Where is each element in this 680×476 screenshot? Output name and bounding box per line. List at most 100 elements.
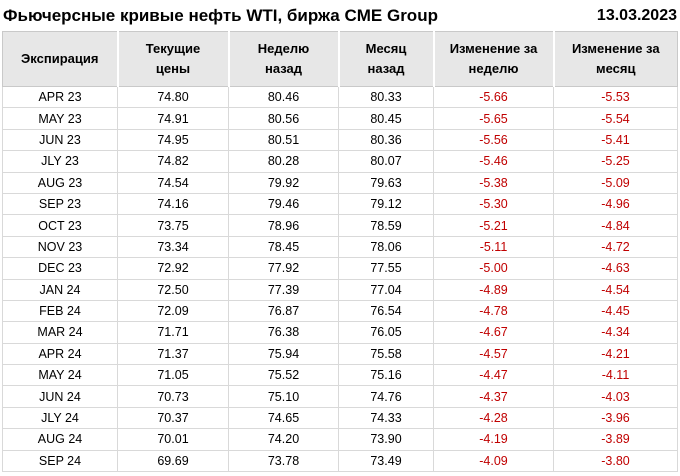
column-header: Месяц назад xyxy=(337,31,434,87)
table-row: APR 23 74.80 80.46 80.33 -5.66 -5.53 xyxy=(2,85,678,109)
value-cell: -4.45 xyxy=(553,299,678,323)
expiration-cell: SEP 24 xyxy=(2,449,118,473)
expiration-cell: OCT 23 xyxy=(2,214,118,237)
value-cell: -3.89 xyxy=(553,428,678,451)
value-cell: 78.59 xyxy=(338,214,434,237)
value-cell: -4.96 xyxy=(553,192,678,216)
expiration-cell: SEP 23 xyxy=(2,192,118,216)
expiration-cell: AUG 23 xyxy=(2,171,118,194)
value-cell: 72.92 xyxy=(117,257,229,280)
value-cell: 74.91 xyxy=(117,107,229,130)
value-cell: -5.66 xyxy=(433,85,554,109)
value-cell: -4.63 xyxy=(553,257,678,280)
expiration-cell: JUN 23 xyxy=(2,128,118,152)
table-row: JUN 24 70.73 75.10 74.76 -4.37 -4.03 xyxy=(2,385,678,408)
value-cell: -5.09 xyxy=(553,171,678,194)
value-cell: -4.37 xyxy=(433,385,554,408)
value-cell: 77.04 xyxy=(338,278,434,301)
value-cell: -4.57 xyxy=(433,342,554,366)
table-row: JAN 24 72.50 77.39 77.04 -4.89 -4.54 xyxy=(2,278,678,301)
expiration-cell: APR 24 xyxy=(2,342,118,366)
value-cell: 73.78 xyxy=(228,449,339,473)
value-cell: 74.95 xyxy=(117,128,229,152)
value-cell: 74.65 xyxy=(228,406,339,430)
value-cell: -4.67 xyxy=(433,321,554,344)
table-row: SEP 24 69.69 73.78 73.49 -4.09 -3.80 xyxy=(2,449,678,473)
value-cell: 72.09 xyxy=(117,299,229,323)
value-cell: -4.54 xyxy=(553,278,678,301)
value-cell: 80.46 xyxy=(228,85,339,109)
value-cell: 80.51 xyxy=(228,128,339,152)
value-cell: -5.65 xyxy=(433,107,554,130)
expiration-cell: MAY 23 xyxy=(2,107,118,130)
value-cell: -5.54 xyxy=(553,107,678,130)
value-cell: -5.30 xyxy=(433,192,554,216)
value-cell: 69.69 xyxy=(117,449,229,473)
expiration-cell: AUG 24 xyxy=(2,428,118,451)
expiration-cell: APR 23 xyxy=(2,85,118,109)
value-cell: 78.06 xyxy=(338,235,434,259)
table-row: JUN 23 74.95 80.51 80.36 -5.56 -5.41 xyxy=(2,128,678,152)
table-row: NOV 23 73.34 78.45 78.06 -5.11 -4.72 xyxy=(2,235,678,259)
value-cell: -5.56 xyxy=(433,128,554,152)
expiration-cell: DEC 23 xyxy=(2,257,118,280)
expiration-cell: JUN 24 xyxy=(2,385,118,408)
value-cell: 70.01 xyxy=(117,428,229,451)
value-cell: 75.94 xyxy=(228,342,339,366)
column-header: Экспирация xyxy=(2,31,118,87)
value-cell: 76.38 xyxy=(228,321,339,344)
value-cell: 76.54 xyxy=(338,299,434,323)
table-row: JLY 24 70.37 74.65 74.33 -4.28 -3.96 xyxy=(2,406,678,430)
value-cell: 73.49 xyxy=(338,449,434,473)
value-cell: 75.16 xyxy=(338,364,434,387)
value-cell: 71.37 xyxy=(117,342,229,366)
value-cell: 75.10 xyxy=(228,385,339,408)
value-cell: 80.28 xyxy=(228,150,339,173)
value-cell: -5.53 xyxy=(553,85,678,109)
table-row: MAY 24 71.05 75.52 75.16 -4.47 -4.11 xyxy=(2,364,678,387)
value-cell: 76.87 xyxy=(228,299,339,323)
expiration-cell: MAR 24 xyxy=(2,321,118,344)
expiration-cell: JLY 23 xyxy=(2,150,118,173)
value-cell: -4.11 xyxy=(553,364,678,387)
value-cell: -3.96 xyxy=(553,406,678,430)
value-cell: 79.92 xyxy=(228,171,339,194)
value-cell: -5.21 xyxy=(433,214,554,237)
page-title: Фьючерсные кривые нефть WTI, биржа CME G… xyxy=(3,5,438,25)
table-row: MAR 24 71.71 76.38 76.05 -4.67 -4.34 xyxy=(2,321,678,344)
value-cell: -4.78 xyxy=(433,299,554,323)
value-cell: 74.82 xyxy=(117,150,229,173)
expiration-cell: MAY 24 xyxy=(2,364,118,387)
table-row: SEP 23 74.16 79.46 79.12 -5.30 -4.96 xyxy=(2,192,678,216)
value-cell: 80.45 xyxy=(338,107,434,130)
value-cell: -5.41 xyxy=(553,128,678,152)
value-cell: 79.12 xyxy=(338,192,434,216)
table-row: MAY 23 74.91 80.56 80.45 -5.65 -5.54 xyxy=(2,107,678,130)
value-cell: -4.19 xyxy=(433,428,554,451)
value-cell: 74.33 xyxy=(338,406,434,430)
futures-table: Экспирация Текущие цены Неделю назад Месяц … xyxy=(2,31,678,473)
expiration-cell: NOV 23 xyxy=(2,235,118,259)
header-row: Экспирация Текущие цены Неделю назад Месяц … xyxy=(2,31,678,87)
value-cell: 73.75 xyxy=(117,214,229,237)
table-row: APR 24 71.37 75.94 75.58 -4.57 -4.21 xyxy=(2,342,678,366)
value-cell: -4.21 xyxy=(553,342,678,366)
value-cell: -5.00 xyxy=(433,257,554,280)
value-cell: -4.72 xyxy=(553,235,678,259)
expiration-cell: JAN 24 xyxy=(2,278,118,301)
value-cell: 80.33 xyxy=(338,85,434,109)
value-cell: 76.05 xyxy=(338,321,434,344)
value-cell: 78.45 xyxy=(228,235,339,259)
table-row: AUG 23 74.54 79.92 79.63 -5.38 -5.09 xyxy=(2,171,678,194)
value-cell: -3.80 xyxy=(553,449,678,473)
table-row: FEB 24 72.09 76.87 76.54 -4.78 -4.45 xyxy=(2,299,678,323)
table-row: JLY 23 74.82 80.28 80.07 -5.46 -5.25 xyxy=(2,150,678,173)
value-cell: 74.54 xyxy=(117,171,229,194)
value-cell: 77.39 xyxy=(228,278,339,301)
column-header: Изменение за месяц xyxy=(552,31,678,87)
report-date: 13.03.2023 xyxy=(596,6,677,24)
value-cell: 71.71 xyxy=(117,321,229,344)
value-cell: -5.46 xyxy=(433,150,554,173)
expiration-cell: FEB 24 xyxy=(2,299,118,323)
